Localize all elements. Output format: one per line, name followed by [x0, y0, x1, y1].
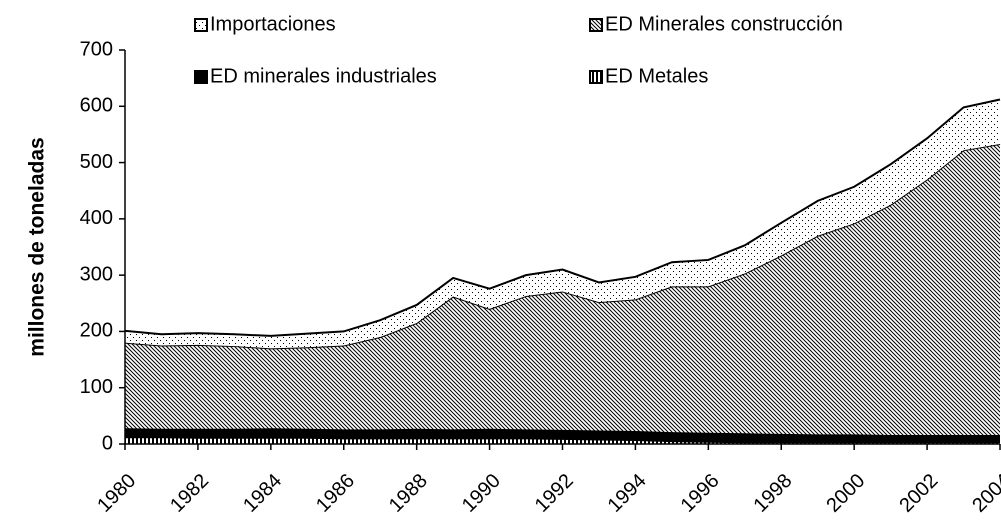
y-axis-label: millones de toneladas — [26, 137, 49, 356]
x-tick-label: 1986 — [312, 470, 359, 517]
x-tick-label: 2002 — [895, 470, 942, 517]
area-fill — [125, 99, 1000, 349]
legend-label: Importaciones — [210, 13, 336, 35]
y-tick-label: 100 — [80, 376, 113, 398]
area-fill — [125, 143, 1000, 435]
x-tick-label: 1980 — [93, 470, 140, 517]
y-tick-label: 600 — [80, 95, 113, 117]
y-tick-label: 0 — [102, 432, 113, 454]
area-top-line — [124, 98, 1001, 337]
x-tick-label: 1998 — [749, 470, 796, 517]
legend-label: ED Metales — [605, 65, 708, 87]
x-tick-label: 1990 — [458, 470, 505, 517]
y-tick-label: 400 — [80, 207, 113, 229]
x-tick-label: 2000 — [822, 470, 869, 517]
legend-swatch — [194, 18, 208, 32]
legend-swatch — [589, 70, 603, 84]
y-tick-label: 300 — [80, 263, 113, 285]
legend-swatch — [194, 70, 208, 84]
legend-label: ED Minerales construcción — [605, 13, 843, 35]
x-tick-label: 1996 — [677, 470, 724, 517]
legend-swatch — [589, 18, 603, 32]
x-tick-label: 2004 — [968, 470, 1001, 517]
y-tick-label: 700 — [80, 38, 113, 60]
area-fill — [125, 428, 1000, 443]
y-tick-label: 200 — [80, 320, 113, 342]
x-tick-label: 1988 — [385, 470, 432, 517]
x-tick-label: 1982 — [166, 470, 213, 517]
x-tick-label: 1994 — [604, 470, 651, 517]
y-tick-label: 500 — [80, 151, 113, 173]
x-tick-label: 1984 — [239, 470, 286, 517]
x-tick-label: 1992 — [531, 470, 578, 517]
legend-label: ED minerales industriales — [210, 65, 437, 87]
